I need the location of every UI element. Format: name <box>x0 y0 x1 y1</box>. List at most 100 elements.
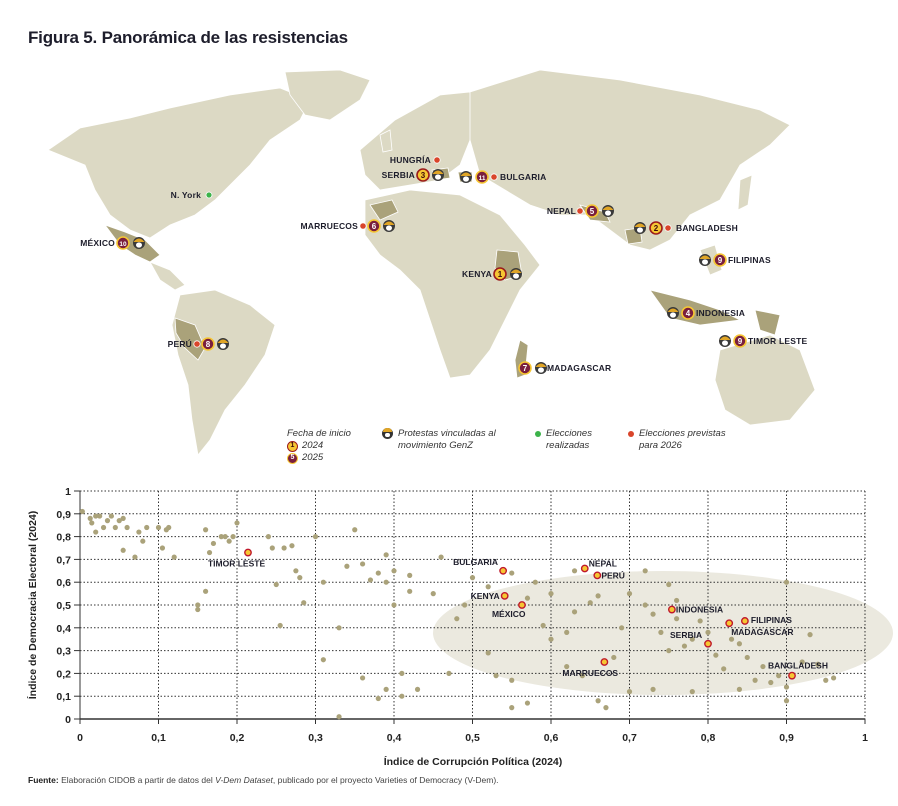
scatter-point <box>344 563 350 569</box>
scatter-point <box>195 602 201 608</box>
scatter-point <box>509 677 515 683</box>
figure-title: Figura 5. Panorámica de las resistencias <box>28 28 348 47</box>
scatter-point <box>611 654 617 661</box>
map-marker-indonesia: 4 INDONESIA <box>667 306 745 320</box>
scatter-point <box>626 689 633 695</box>
scatter-point <box>336 714 342 720</box>
scatter-point <box>807 632 813 638</box>
map-label: SERBIA <box>382 170 415 180</box>
scatter-point <box>446 670 452 677</box>
legend-planned-line1: Elecciones previstas <box>639 428 726 439</box>
genz-skull-icon <box>382 428 393 439</box>
highlighted-point-kenya: KENYA <box>471 591 509 601</box>
scatter-point <box>375 570 381 576</box>
red-dot-icon <box>628 431 634 437</box>
scatter-point <box>752 677 758 683</box>
scatter-point <box>760 663 766 670</box>
map-marker-per-: 8 PERÚ <box>168 337 229 351</box>
legend-2025: 2025 <box>302 452 324 463</box>
scatter-point <box>383 552 389 558</box>
scatter-point <box>79 508 85 515</box>
svg-text:3: 3 <box>421 171 426 180</box>
scatter-point <box>509 570 515 576</box>
scatter-point <box>721 666 727 672</box>
scatter-point <box>736 641 743 647</box>
map-marker-marruecos: 6 MARRUECOS <box>300 219 395 233</box>
scatter-point <box>124 524 130 531</box>
highlighted-point-bulgaria: BULGARIA <box>453 557 508 575</box>
source-text-1: Elaboración CIDOB a partir de datos del <box>58 775 216 785</box>
y-tick-label: 1 <box>65 486 71 498</box>
elections-planned-dot-icon <box>359 222 367 230</box>
scatter-point <box>674 597 680 604</box>
scatter-point <box>277 622 283 629</box>
scatter-point <box>783 684 790 690</box>
svg-text:MARRUECOS: MARRUECOS <box>562 668 618 678</box>
scatter-point <box>642 568 648 574</box>
scatter-point <box>650 611 656 617</box>
scatter-point <box>689 689 695 695</box>
legend-planned-line2: para 2026 <box>639 440 682 451</box>
scatter-point <box>230 534 236 540</box>
badge-2025-icon: 5 <box>287 452 298 464</box>
scatter-point <box>391 602 397 608</box>
badge-2024-icon: 1 <box>287 440 298 452</box>
scatter-point <box>159 545 166 551</box>
map-label: N. York <box>171 190 201 200</box>
svg-text:9: 9 <box>718 256 723 265</box>
scatter-point <box>430 591 436 597</box>
svg-text:BANGLADESH: BANGLADESH <box>768 661 828 671</box>
start-date-badge-icon <box>585 204 599 218</box>
scatter-point <box>293 568 299 574</box>
svg-text:9: 9 <box>738 337 743 346</box>
legend-start-date-title: Fecha de inicio <box>287 428 351 439</box>
legend-elections-held: Elecciones realizadas <box>535 428 592 452</box>
y-tick-label: 0,4 <box>56 623 71 635</box>
axis-ticks: 0 0,1 0,2 0,3 0,4 0,5 0,6 0,7 0,8 0,9 1 0 0,1 0,2 0,3 0… <box>56 486 868 744</box>
y-tick-label: 0 <box>65 714 71 726</box>
start-date-badge-icon <box>681 306 695 320</box>
x-tick-label: 0,8 <box>701 732 716 744</box>
svg-text:8: 8 <box>206 340 211 349</box>
map-label: KENYA <box>462 269 492 279</box>
chart-grid <box>79 490 866 720</box>
scatter-point <box>144 524 150 531</box>
scatter-point <box>626 591 633 597</box>
scatter-point <box>831 675 837 681</box>
scatter-point <box>823 677 829 683</box>
scatter-point <box>360 561 366 567</box>
scatter-point <box>681 643 688 649</box>
scatter-point <box>407 572 413 578</box>
highlighted-point-serbia: SERBIA <box>670 630 712 648</box>
scatter-point <box>206 549 213 556</box>
map-marker-m-xico: 10 MÉXICO <box>80 236 145 250</box>
scatter-point <box>399 693 405 699</box>
start-date-badge-icon <box>493 267 507 281</box>
scatter-point <box>93 529 99 535</box>
y-tick-label: 0,7 <box>56 554 71 566</box>
svg-text:FILIPINAS: FILIPINAS <box>751 615 792 625</box>
scatter-point <box>532 579 538 585</box>
map-label: HUNGRÍA <box>390 155 431 165</box>
scatter-point <box>595 698 601 704</box>
scatter-point <box>166 524 172 531</box>
x-tick-label: 0 <box>77 732 83 744</box>
scatter-point <box>524 595 531 601</box>
x-tick-label: 1 <box>862 732 868 744</box>
scatter-point <box>97 513 103 519</box>
scatter-point <box>171 554 177 560</box>
highlighted-point-nepal: NEPAL <box>580 559 617 573</box>
x-tick-label: 0,1 <box>151 732 166 744</box>
scatter-point <box>104 518 111 524</box>
scatter-point <box>120 547 126 553</box>
scatter-point <box>352 527 358 533</box>
source-label: Fuente: <box>28 775 59 785</box>
start-date-badge-icon <box>649 221 663 235</box>
scatter-point <box>116 518 122 524</box>
scatter-point <box>509 705 515 711</box>
svg-text:MÉXICO: MÉXICO <box>492 609 526 619</box>
highlighted-point-per-: PERÚ <box>593 569 625 580</box>
